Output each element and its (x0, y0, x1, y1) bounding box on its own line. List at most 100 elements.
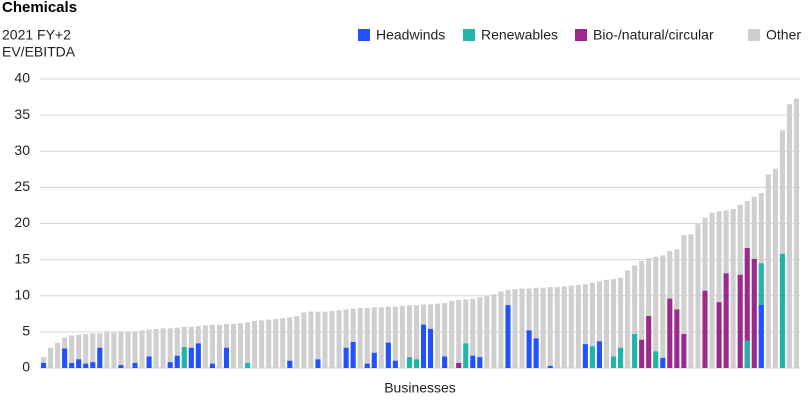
legend-label: Other (766, 27, 801, 43)
bar (674, 309, 680, 368)
bar (111, 332, 117, 368)
bar (230, 323, 237, 368)
bar (491, 294, 497, 368)
legend-swatch (358, 29, 370, 41)
bar (259, 320, 265, 368)
bar (603, 279, 610, 368)
bar (526, 288, 532, 368)
bar (456, 300, 462, 368)
bar (526, 330, 532, 368)
bar (498, 291, 504, 368)
bar (188, 347, 194, 368)
bar (329, 310, 335, 368)
bar (477, 357, 483, 368)
bar (793, 98, 800, 368)
bar (146, 356, 152, 368)
bar (716, 302, 722, 368)
y-axis-label: EV/EBITDA (2, 44, 76, 60)
bar (378, 307, 384, 368)
bar (463, 299, 469, 368)
bar (55, 342, 61, 368)
bar (610, 279, 617, 368)
bar (245, 322, 251, 368)
bar (83, 334, 89, 368)
bar (364, 363, 370, 368)
bar (216, 324, 222, 368)
bar (62, 348, 68, 368)
bar (554, 287, 560, 368)
y-tick-label: 25 (14, 178, 30, 194)
y-tick-label: 20 (14, 214, 30, 230)
bar (660, 357, 666, 368)
bar (69, 335, 75, 368)
bar (371, 307, 377, 368)
bar (132, 362, 138, 368)
bar (252, 321, 258, 368)
bar (582, 284, 588, 368)
bar (315, 359, 321, 368)
bar (505, 305, 511, 368)
bar (153, 328, 159, 368)
bar (76, 334, 82, 368)
bar (639, 339, 645, 368)
bar (139, 330, 145, 368)
bar (716, 211, 722, 368)
bar (653, 351, 659, 368)
bar (202, 325, 208, 368)
bar (280, 318, 286, 368)
bar (533, 338, 539, 368)
bar (118, 331, 124, 368)
bar (223, 323, 230, 368)
bar (209, 363, 215, 368)
bar (90, 333, 96, 368)
bar (779, 130, 785, 368)
bar (533, 287, 539, 368)
bar (245, 362, 251, 368)
bar (238, 323, 244, 368)
bar (69, 362, 75, 368)
bar (420, 324, 427, 368)
bar (751, 258, 757, 368)
bar (744, 340, 750, 368)
y-tick-label: 0 (22, 359, 30, 375)
bar (723, 273, 729, 368)
bar (758, 305, 764, 368)
bar (118, 365, 124, 368)
bar (765, 174, 771, 368)
bar (428, 328, 434, 368)
bar (350, 341, 356, 368)
bar (48, 347, 54, 368)
bar (547, 365, 553, 368)
bar (596, 341, 602, 368)
bar (392, 360, 398, 368)
bar (561, 286, 567, 368)
bar (442, 356, 448, 368)
bar (174, 355, 180, 368)
bar (772, 168, 778, 368)
bar (294, 315, 300, 368)
bar (730, 209, 736, 368)
bar (625, 270, 631, 368)
bar (610, 356, 617, 368)
bar (181, 347, 187, 368)
bar (83, 363, 89, 368)
y-axis-label: 2021 FY+2 (2, 27, 71, 43)
bar (266, 319, 272, 368)
bar (413, 359, 420, 368)
bar (90, 362, 96, 368)
bar (456, 362, 462, 368)
bar (667, 298, 673, 368)
bar (589, 282, 595, 368)
y-tick-label: 35 (14, 106, 30, 122)
bar (40, 362, 47, 368)
bar (301, 312, 307, 368)
bar (308, 311, 314, 368)
bar (786, 104, 792, 368)
bar (470, 355, 476, 368)
bar (336, 310, 342, 368)
bar (399, 305, 405, 368)
bar (125, 331, 131, 368)
bar (639, 261, 645, 368)
bar (688, 234, 694, 368)
bar (343, 347, 349, 368)
